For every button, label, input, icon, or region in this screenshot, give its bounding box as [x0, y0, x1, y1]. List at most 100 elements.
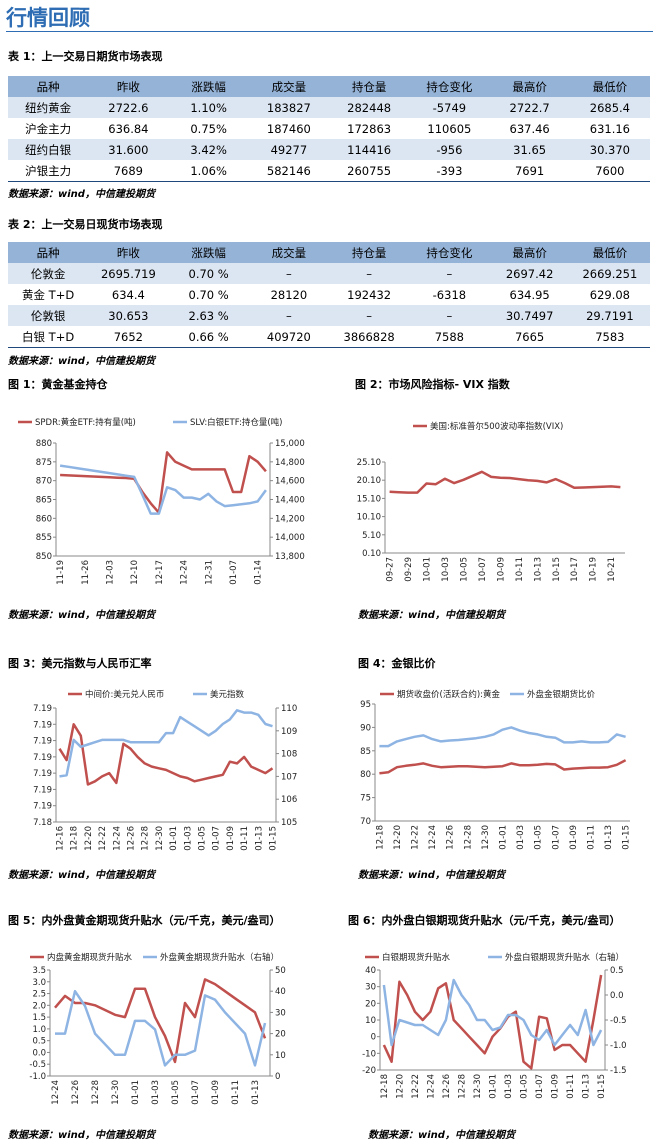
y-tick-label: 40	[275, 987, 286, 997]
x-tick-label: 01-01	[169, 826, 179, 851]
y-tick-label: 107	[281, 772, 297, 782]
y-tick-label: 75	[360, 794, 371, 804]
header-cell: 最高价	[512, 245, 547, 260]
x-tick-label: 01-13	[254, 826, 264, 851]
figure-caption: 图 2：市场风险指标- VIX 指数	[355, 378, 510, 391]
figure-caption: 图 6：内外盘白银期现货升贴水（元/千克，美元/盎司）	[348, 914, 621, 927]
header-cell: 最低价	[592, 245, 628, 260]
table-body: 纽约黄金 2722.6 1.10% 183827 282448 -5749 2722.7 26…	[8, 97, 650, 182]
table-cell: 282448	[347, 100, 392, 115]
table-wrap: 品种 昨收 涨跌幅 成交量 持仓量 持仓变化 最高价 最低价 伦敦金 2695.719 0.70 %…	[8, 242, 650, 348]
table-cell: 31.600	[108, 142, 149, 157]
x-tick-label: 01-13	[251, 1080, 261, 1105]
series-line	[59, 464, 267, 515]
table-cell: 7652	[113, 329, 144, 344]
series-line	[379, 726, 626, 748]
source: 数据来源：wind，中信建投期货	[8, 610, 155, 621]
y-tick-label: 10	[365, 1016, 376, 1026]
x-tick-label: 12-18	[70, 826, 80, 851]
x-tick-label: 01-05	[171, 1080, 181, 1105]
x-tick-label: 12-30	[481, 825, 491, 850]
header-cell: 昨收	[116, 245, 140, 260]
source: 数据来源：wind，中信建投期货	[8, 189, 155, 200]
table-row: 沪银主力 7689 1.06% 582146 260755 -393 7691 7600	[8, 160, 650, 182]
figure-caption: 图 5：内外盘黄金期现货升贴水（元/千克，美元/盎司）	[8, 914, 281, 927]
y-tick-label: 850	[36, 552, 52, 562]
y-tick-label: 2.5	[32, 990, 46, 1000]
series-line	[55, 989, 267, 1067]
x-tick-label: 10-03	[441, 557, 451, 582]
y-tick-label: 3.5	[32, 966, 46, 976]
series-line	[382, 974, 603, 1070]
x-tick-label: 01-09	[226, 826, 236, 851]
table: 品种 昨收 涨跌幅 成交量 持仓量 持仓变化 最高价 最低价 纽约黄金 2722.6 1.10% 18…	[8, 76, 650, 182]
table-cell: –	[366, 308, 372, 323]
x-tick-label: 01-15	[597, 1074, 607, 1099]
x-tick-label: 01-05	[197, 826, 207, 851]
x-tick-label: 12-18	[375, 825, 385, 850]
table-row: 纽约白银 31.600 3.42% 49277 114416 -956 31.65 30.37…	[8, 139, 650, 160]
x-tick-label: 10-07	[478, 557, 488, 582]
y-tick-label: 14,800	[275, 458, 305, 468]
x-tick-label: 01-07	[535, 1074, 545, 1099]
legend-label: SPDR:黄金ETF:持有量(吨)	[35, 417, 136, 428]
x-tick-label: 12-24	[426, 1074, 436, 1099]
y-tick-label: 70	[360, 817, 371, 827]
legend-label: 白银期现货升贴水	[382, 952, 451, 963]
y-tick-label: 865	[36, 496, 52, 506]
y-tick-label: 7.19	[33, 785, 52, 795]
x-tick-label: 12-26	[446, 825, 456, 850]
table-cell: 31.65	[513, 142, 547, 157]
table-body: 伦敦金 2695.719 0.70 % – – – 2697.42 2669.251 黄金 T+…	[8, 263, 650, 348]
header-row: 品种 昨收 涨跌幅 成交量 持仓量 持仓变化 最高价 最低价	[8, 242, 650, 263]
y-tick-label: 40	[365, 966, 376, 976]
y-tick-label: 13,800	[275, 552, 305, 562]
table-cell: -5749	[432, 100, 467, 115]
x-tick-label: 01-01	[131, 1080, 141, 1105]
x-tick-label: 01-15	[622, 825, 632, 850]
y-tick-label: 110	[281, 704, 297, 714]
x-tick-label: 12-18	[380, 1074, 390, 1099]
x-tick-label: 12-24	[112, 826, 122, 851]
y-tick-label: 105	[281, 818, 297, 828]
y-tick-label: -1.0	[610, 1041, 627, 1051]
table-cell: 7588	[434, 329, 465, 344]
y-tick-label: 14,600	[275, 477, 305, 487]
table-cell: 3866828	[343, 329, 395, 344]
table: 品种 昨收 涨跌幅 成交量 持仓量 持仓变化 最高价 最低价 伦敦金 2695.719 0.70 %…	[8, 242, 650, 348]
table-cell: -393	[436, 163, 463, 178]
x-tick-label: 01-03	[504, 1074, 514, 1099]
x-tick-label: 12-28	[91, 1080, 101, 1105]
x-tick-label: 01-11	[231, 1080, 241, 1105]
header-row: 品种 昨收 涨跌幅 成交量 持仓量 持仓变化 最高价 最低价	[8, 76, 650, 97]
y-tick-label: 880	[36, 439, 52, 449]
source: 数据来源：wind，中信建投期货	[358, 870, 505, 881]
x-tick-label: 01-07	[229, 560, 239, 585]
x-tick-label: 10-19	[589, 557, 599, 582]
header-cell: 涨跌幅	[191, 245, 226, 260]
legend-label: SLV:白银ETF:持仓量(吨)	[190, 417, 282, 428]
header-cell: 持仓量	[351, 79, 387, 94]
table-row: 沪金主力 636.84 0.75% 187460 172863 110605 637.46 6…	[8, 118, 650, 139]
header-cell: 品种	[36, 245, 60, 260]
header-cell: 最高价	[512, 79, 547, 94]
chart: 70 75 80 85 90 95 12-18 12-20 12-22 12-24 12-26 12-…	[360, 689, 632, 850]
x-tick-label: 12-26	[71, 1080, 81, 1105]
y-tick-label: 0	[371, 1033, 376, 1043]
x-tick-label: 10-05	[459, 557, 469, 582]
table-cell: –	[366, 266, 372, 281]
legend-label: 外盘黄金期现货升贴水（右轴）	[160, 952, 279, 963]
x-tick-label: 12-28	[141, 826, 151, 851]
x-tick-label: 12-20	[393, 825, 403, 850]
y-tick-label: 1.0	[32, 1025, 46, 1035]
table-cell: 2697.42	[505, 266, 554, 281]
x-tick-label: 01-14	[254, 560, 264, 585]
figure-caption: 图 1：黄金基金持仓	[8, 378, 108, 391]
table-cell: 黄金 T+D	[22, 287, 75, 302]
table-cell: 7583	[595, 329, 625, 344]
table-cell: 7665	[514, 329, 545, 344]
y-tick-label: 14,400	[275, 496, 305, 506]
source: 数据来源：wind，中信建投期货	[8, 356, 155, 367]
table-cell: 2669.251	[582, 266, 638, 281]
table-cell: 636.84	[108, 121, 149, 136]
